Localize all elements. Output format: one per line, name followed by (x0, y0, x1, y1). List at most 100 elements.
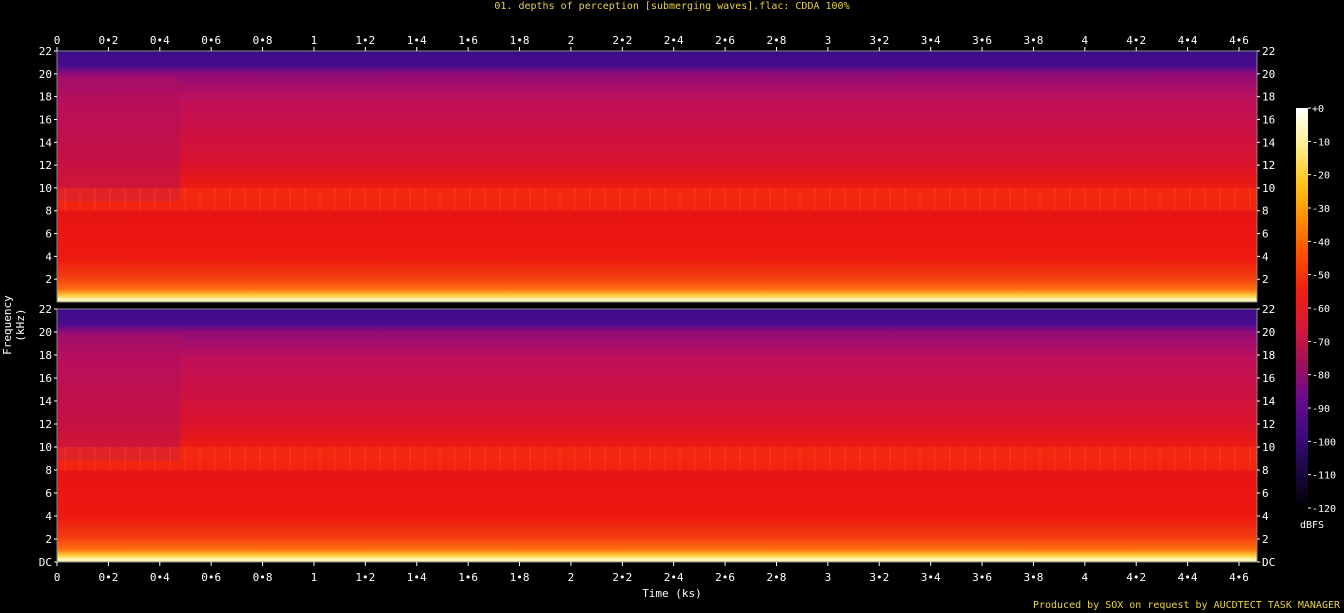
colorbar-tick-label: -100 (1312, 437, 1336, 448)
y-axis-label: Frequency (kHz) (1, 295, 27, 355)
y-tick-label: 12 (39, 418, 52, 431)
y-tick-label: 4 (1262, 510, 1269, 523)
spectrogram-band (57, 447, 1257, 470)
y-tick-label: 2 (1262, 273, 1269, 286)
x-tick-label-top: 2•8 (767, 34, 787, 47)
y-tick-label: 20 (1262, 326, 1275, 339)
y-tick-label: 18 (39, 91, 52, 104)
x-tick-label-bottom: 2•8 (767, 571, 787, 584)
y-tick-label: 8 (1262, 205, 1269, 218)
colorbar-tick-label: -30 (1312, 204, 1330, 215)
y-tick-label: 2 (45, 273, 52, 286)
x-tick-label-top: 4 (1082, 34, 1089, 47)
y-tick-label: 8 (45, 464, 52, 477)
spectrogram-field (57, 51, 1257, 302)
y-tick-label: 10 (1262, 182, 1275, 195)
y-tick-label: 8 (45, 205, 52, 218)
y-tick-label: 22 (39, 303, 52, 316)
x-tick-label-top: 0•6 (201, 34, 221, 47)
y-tick-label: 4 (45, 250, 52, 263)
y-tick-label: 18 (1262, 349, 1275, 362)
y-tick-label: 20 (1262, 68, 1275, 81)
y-tick-label: 22 (1262, 303, 1275, 316)
x-tick-label-bottom: 4•2 (1126, 571, 1146, 584)
spectrogram-field (57, 309, 1257, 562)
x-tick-label-top: 2 (568, 34, 575, 47)
spectrogram-quiet-region (57, 334, 181, 461)
x-tick-label-top: 4•4 (1178, 34, 1198, 47)
y-tick-label: 6 (45, 228, 52, 241)
x-tick-label-top: 1•8 (510, 34, 530, 47)
x-tick-label-bottom: 0•8 (253, 571, 273, 584)
x-tick-label-bottom: 3•4 (921, 571, 941, 584)
x-tick-label-top: 1•2 (355, 34, 375, 47)
colorbar-tick-label: -40 (1312, 237, 1330, 248)
y-tick-label: 6 (1262, 228, 1269, 241)
y-tick-label: 14 (39, 395, 53, 408)
y-tick-label: 16 (39, 113, 52, 126)
y-tick-label: 16 (1262, 113, 1275, 126)
y-tick-label: 10 (39, 441, 52, 454)
spectrogram-quiet-region (57, 76, 181, 202)
x-tick-label-bottom: 1•2 (355, 571, 375, 584)
x-tick-label-bottom: 3•2 (869, 571, 889, 584)
x-tick-label-top: 0•2 (98, 34, 118, 47)
x-axis-label: Time (ks) (642, 587, 702, 600)
x-tick-label-top: 3 (825, 34, 832, 47)
y-tick-label: 8 (1262, 464, 1269, 477)
y-tick-label: 20 (39, 68, 52, 81)
x-tick-label-top: 0•4 (150, 34, 170, 47)
x-tick-label-bottom: 2•4 (664, 571, 684, 584)
x-tick-label-bottom: 4 (1082, 571, 1089, 584)
colorbar-tick-label: -60 (1312, 304, 1330, 315)
x-tick-label-bottom: 0•4 (150, 571, 170, 584)
x-tick-label-top: 3•6 (972, 34, 992, 47)
x-tick-label-top: 4•6 (1229, 34, 1249, 47)
x-tick-label-bottom: 1•8 (510, 571, 530, 584)
x-tick-label-bottom: 0•6 (201, 571, 221, 584)
panel-frame (56, 50, 1258, 303)
colorbar-tick-label: -120 (1312, 504, 1336, 515)
spectrogram-dc-band (57, 298, 1257, 302)
y-tick-label: 2 (45, 533, 52, 546)
x-tick-label-bottom: 4•6 (1229, 571, 1249, 584)
y-tick-label: 22 (1262, 45, 1275, 58)
y-tick-label: DC (39, 556, 52, 569)
spectrogram-dc-band (57, 558, 1257, 562)
y-tick-label: 14 (39, 136, 53, 149)
y-tick-label: 12 (1262, 418, 1275, 431)
x-tick-label-top: 2•2 (612, 34, 632, 47)
y-tick-label: 16 (39, 372, 52, 385)
x-tick-label-bottom: 0•2 (98, 571, 118, 584)
x-tick-label-top: 2•6 (715, 34, 735, 47)
y-tick-label: 6 (1262, 487, 1269, 500)
x-tick-label-top: 3•4 (921, 34, 941, 47)
x-tick-label-bottom: 4•4 (1178, 571, 1198, 584)
y-tick-label: 16 (1262, 372, 1275, 385)
y-tick-label: 20 (39, 326, 52, 339)
x-tick-label-top: 2•4 (664, 34, 684, 47)
y-tick-label: 6 (45, 487, 52, 500)
y-tick-label: 12 (1262, 159, 1275, 172)
y-tick-label: 4 (1262, 250, 1269, 263)
x-tick-label-bottom: 3•6 (972, 571, 992, 584)
colorbar-tick-label: +0 (1312, 104, 1324, 115)
colorbar-tick-label: -90 (1312, 404, 1330, 415)
footer-credit: Produced by SOX on request by AUCDTECT T… (1032, 600, 1340, 611)
chart-title: 01. depths of perception [submerging wav… (494, 1, 850, 12)
channel-panel (57, 51, 1257, 302)
colorbar-label: dBFS (1300, 520, 1325, 531)
y-tick-label: 18 (39, 349, 52, 362)
spectrogram-band (57, 187, 1257, 211)
x-tick-label-bottom: 2 (568, 571, 575, 584)
x-tick-label-bottom: 1•6 (458, 571, 478, 584)
x-tick-label-top: 0•8 (253, 34, 273, 47)
y-tick-label: 10 (39, 182, 52, 195)
channel-panel (57, 309, 1257, 562)
x-tick-label-bottom: 2•6 (715, 571, 735, 584)
x-tick-label-top: 0 (54, 34, 61, 47)
y-tick-label: DC (1262, 556, 1275, 569)
x-tick-label-top: 3•2 (869, 34, 889, 47)
